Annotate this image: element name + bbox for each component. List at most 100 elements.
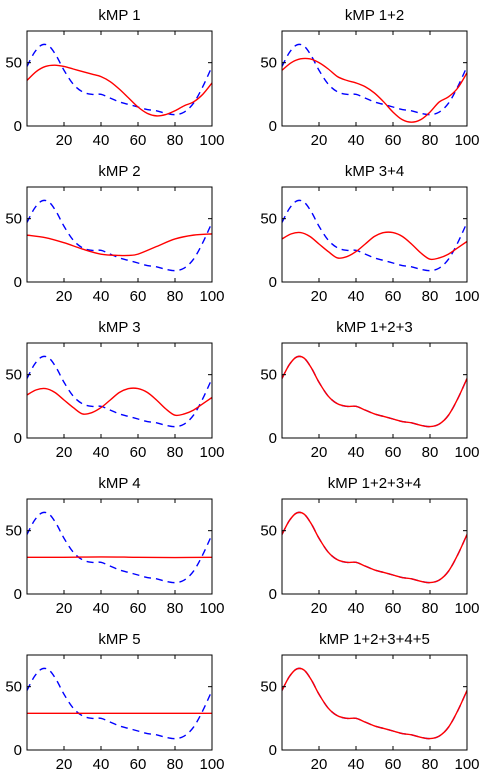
dashed-series-line	[282, 355, 467, 428]
y-tick-label: 50	[5, 367, 22, 384]
solid-series-line	[27, 64, 212, 117]
y-tick-label: 0	[269, 118, 277, 135]
x-tick-label: 80	[422, 756, 439, 773]
x-tick-label: 60	[385, 600, 402, 617]
axes-box	[281, 498, 468, 595]
y-tick-label: 50	[5, 679, 22, 696]
x-tick-label: 40	[348, 288, 365, 305]
axes-box	[26, 342, 213, 439]
panel-10: kMP 1+2+3+4+5 20 40 60 80 100 0 50	[260, 631, 479, 773]
x-tick-label: 20	[56, 288, 73, 305]
y-tick-label: 0	[14, 274, 22, 291]
x-tick-label: 80	[422, 288, 439, 305]
axes-box	[26, 186, 213, 283]
x-tick-label: 100	[454, 600, 479, 617]
dashed-series-line	[27, 355, 212, 428]
x-tick-label: 100	[199, 600, 224, 617]
axes-box	[26, 654, 213, 751]
y-tick-label: 50	[260, 211, 277, 228]
axes-box	[281, 342, 468, 439]
x-tick-label: 100	[199, 756, 224, 773]
solid-series-line	[282, 667, 467, 740]
x-tick-label: 80	[167, 288, 184, 305]
y-tick-label: 50	[5, 523, 22, 540]
x-tick-label: 40	[93, 444, 110, 461]
y-tick-label: 50	[260, 679, 277, 696]
panel-7: kMP 4 20 40 60 80 100 0 50	[5, 475, 224, 617]
panel-5: kMP 3 20 40 60 80 100 0 50	[5, 319, 224, 461]
x-tick-label: 100	[199, 132, 224, 149]
solid-series-line	[282, 57, 467, 123]
x-tick-label: 100	[454, 132, 479, 149]
x-tick-label: 60	[130, 132, 147, 149]
x-tick-label: 60	[385, 288, 402, 305]
x-tick-label: 100	[454, 288, 479, 305]
x-tick-label: 100	[199, 444, 224, 461]
x-tick-label: 80	[422, 444, 439, 461]
dashed-series-line	[282, 43, 467, 116]
y-tick-label: 50	[5, 211, 22, 228]
x-tick-label: 40	[93, 288, 110, 305]
axes-box	[281, 654, 468, 751]
panel-title: kMP 3+4	[345, 163, 404, 180]
dashed-series-line	[27, 667, 212, 740]
dashed-series-line	[282, 667, 467, 740]
dashed-series-line	[282, 199, 467, 272]
x-tick-label: 80	[167, 600, 184, 617]
panel-9: kMP 5 20 40 60 80 100 0 50	[5, 631, 224, 773]
dashed-series-line	[27, 511, 212, 584]
solid-series-line	[282, 511, 467, 584]
x-tick-label: 40	[93, 600, 110, 617]
x-tick-label: 60	[130, 444, 147, 461]
x-tick-label: 80	[422, 600, 439, 617]
panel-title: kMP 1+2+3+4	[328, 475, 422, 492]
dashed-series-line	[282, 511, 467, 584]
x-tick-label: 60	[385, 444, 402, 461]
x-tick-label: 60	[130, 288, 147, 305]
y-tick-label: 0	[14, 586, 22, 603]
x-tick-label: 20	[56, 756, 73, 773]
x-tick-label: 80	[167, 756, 184, 773]
panel-title: kMP 1	[98, 7, 140, 24]
panel-4: kMP 3+4 20 40 60 80 100 0 50	[260, 163, 479, 305]
x-tick-label: 60	[385, 756, 402, 773]
solid-series-line	[282, 231, 467, 261]
x-tick-label: 20	[311, 444, 328, 461]
x-tick-label: 20	[311, 756, 328, 773]
y-tick-label: 50	[260, 55, 277, 72]
x-tick-label: 60	[130, 600, 147, 617]
panel-title: kMP 3	[98, 319, 140, 336]
x-tick-label: 100	[454, 444, 479, 461]
solid-series-line	[27, 233, 212, 257]
panel-8: kMP 1+2+3+4 20 40 60 80 100 0 50	[260, 475, 479, 617]
x-tick-label: 60	[130, 756, 147, 773]
x-tick-label: 40	[93, 132, 110, 149]
panel-title: kMP 5	[98, 631, 140, 648]
panel-title: kMP 1+2+3	[336, 319, 412, 336]
x-tick-label: 60	[385, 132, 402, 149]
axes-box	[281, 186, 468, 283]
x-tick-label: 40	[348, 600, 365, 617]
x-tick-label: 80	[167, 444, 184, 461]
x-tick-label: 20	[311, 288, 328, 305]
solid-series-line	[282, 355, 467, 428]
x-tick-label: 20	[56, 600, 73, 617]
dashed-series-line	[27, 43, 212, 116]
panel-6: kMP 1+2+3 20 40 60 80 100 0 50	[260, 319, 479, 461]
axes-box	[281, 30, 468, 127]
y-tick-label: 0	[14, 118, 22, 135]
y-tick-label: 0	[14, 430, 22, 447]
x-tick-label: 40	[348, 132, 365, 149]
panel-title: kMP 2	[98, 163, 140, 180]
solid-series-line	[27, 556, 212, 559]
x-tick-label: 20	[311, 132, 328, 149]
solid-series-line	[27, 387, 212, 417]
y-tick-label: 0	[269, 430, 277, 447]
x-tick-label: 80	[167, 132, 184, 149]
panel-3: kMP 2 20 40 60 80 100 0 50	[5, 163, 224, 305]
panel-title: kMP 4	[98, 475, 140, 492]
axes-box	[26, 498, 213, 595]
x-tick-label: 80	[422, 132, 439, 149]
panel-2: kMP 1+2 20 40 60 80 100 0 50	[260, 7, 479, 149]
